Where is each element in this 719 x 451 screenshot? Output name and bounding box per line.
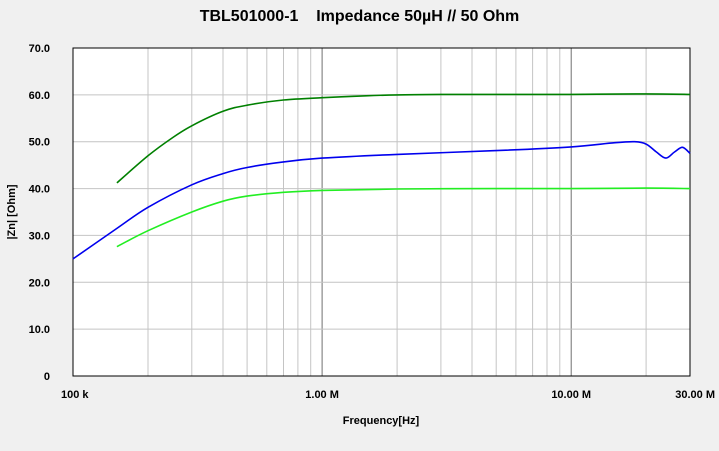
y-tick-label: 50.0 <box>29 137 50 149</box>
y-tick-label: 20.0 <box>29 277 50 289</box>
x-tick-label: 10.00 M <box>551 389 591 401</box>
chart-title: TBL501000-1 Impedance 50µH // 50 Ohm <box>199 8 520 25</box>
x-tick-label: 1.00 M <box>305 389 339 401</box>
grid-lines <box>73 48 690 376</box>
plot-border <box>72 47 691 377</box>
y-tick-label: 70.0 <box>29 43 50 55</box>
series-line-1 <box>116 93 691 184</box>
series-group <box>72 93 691 260</box>
series-line-3 <box>116 187 691 248</box>
y-axis-ticks: 0 10.0 20.0 30.0 40.0 50.0 60.0 70.0 <box>29 43 50 383</box>
x-tick-label: 100 k <box>61 389 89 401</box>
y-tick-label: 0 <box>44 371 50 383</box>
y-tick-label: 40.0 <box>29 184 50 196</box>
y-tick-label: 60.0 <box>29 90 50 102</box>
y-tick-label: 10.0 <box>29 324 50 336</box>
x-axis-ticks: 100 k 1.00 M 10.00 M 30.00 M <box>61 389 715 401</box>
y-tick-label: 30.0 <box>29 230 50 242</box>
plot-area <box>73 48 690 376</box>
series-line-2 <box>72 140 691 260</box>
x-axis-title: Frequency[Hz] <box>343 415 420 427</box>
x-tick-label: 30.00 M <box>675 389 715 401</box>
y-axis-title: |Zn| [Ohm] <box>6 184 18 239</box>
